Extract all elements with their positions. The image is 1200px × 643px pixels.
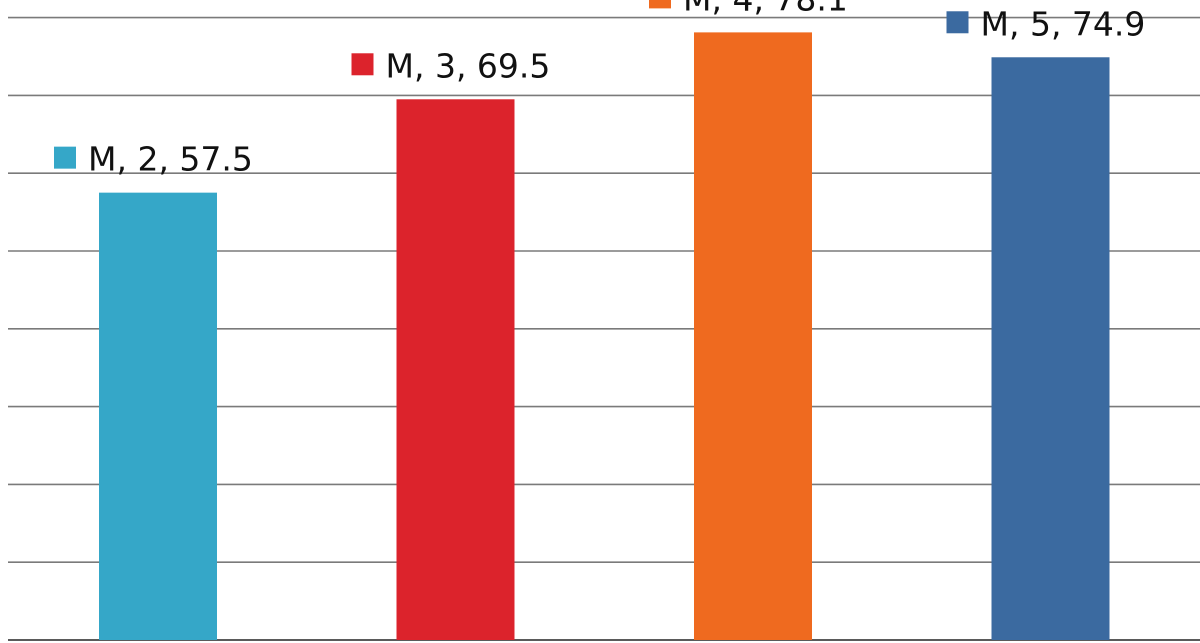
bar-2	[396, 99, 515, 641]
bar-4	[991, 57, 1110, 640]
label-swatch-3	[649, 0, 671, 9]
label-swatch-2	[351, 53, 374, 76]
data-label-2: M, 3, 69.5	[386, 46, 551, 85]
data-label-1: M, 2, 57.5	[88, 140, 253, 179]
data-labels: M, 2, 57.5 M, 3, 69.5 M, 4, 78.1 M, 5, 74.9	[54, 0, 1145, 179]
label-swatch-4	[946, 11, 969, 34]
label-swatch-1	[54, 146, 76, 169]
bar-1	[99, 192, 217, 640]
bar-3	[694, 32, 812, 640]
bars	[99, 32, 1110, 641]
data-label-4: M, 5, 74.9	[981, 4, 1146, 43]
data-label-3: M, 4, 78.1	[683, 0, 848, 18]
